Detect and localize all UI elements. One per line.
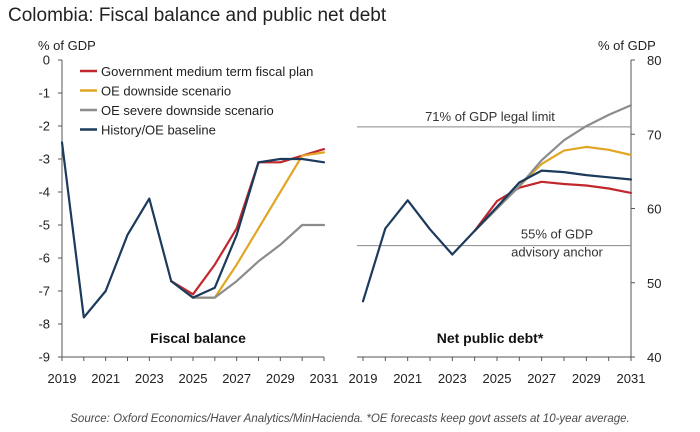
fiscal-series-history-line <box>60 141 326 319</box>
legend-label-government: Government medium term fiscal plan <box>101 64 313 79</box>
debt-x-tick-label: 2023 <box>438 371 467 386</box>
debt-y-tick-label: 80 <box>647 53 661 68</box>
fiscal-series-oe_severe-line <box>170 223 326 299</box>
fiscal-panel-title: Fiscal balance <box>150 330 246 346</box>
fiscal-x-tick-label: 2019 <box>48 371 77 386</box>
fiscal-x-tick-label: 2027 <box>222 371 251 386</box>
debt-x-tick-label: 2025 <box>483 371 512 386</box>
fiscal-y-axis-label: % of GDP <box>38 38 96 53</box>
fiscal-y-tick-label: 0 <box>43 53 50 68</box>
debt-x-tick-label: 2031 <box>617 371 646 386</box>
fiscal-y-tick-label: -7 <box>38 284 50 299</box>
debt-x-tick-label: 2019 <box>349 371 378 386</box>
legal-limit-label: 71% of GDP legal limit <box>425 109 555 124</box>
fiscal-y-tick-label: -8 <box>38 317 50 332</box>
legend-label-history: History/OE baseline <box>101 123 216 138</box>
chart-title: Colombia: Fiscal balance and public net … <box>8 5 387 26</box>
source-note: Source: Oxford Economics/Haver Analytics… <box>70 413 630 425</box>
debt-x-tick-label: 2027 <box>527 371 556 386</box>
fiscal-y-tick-label: -4 <box>38 185 50 200</box>
fiscal-y-tick-label: -5 <box>38 218 50 233</box>
legend-label-oe_severe: OE severe downside scenario <box>101 103 274 118</box>
fiscal-y-tick-label: -6 <box>38 251 50 266</box>
debt-series-government-line <box>473 180 633 232</box>
legend: Government medium term fiscal plan OE dow… <box>80 64 313 138</box>
fiscal-y-tick-label: -9 <box>38 350 50 365</box>
debt-x-tick-label: 2029 <box>572 371 601 386</box>
debt-series-oe_severe-line <box>473 104 633 232</box>
debt-y-tick-label: 70 <box>647 127 661 142</box>
debt-y-tick-label: 50 <box>647 276 661 291</box>
fiscal-y-tick-label: -1 <box>38 86 50 101</box>
fiscal-x-tick-label: 2025 <box>179 371 208 386</box>
advisory-anchor-label: 55% of GDP <box>521 227 593 242</box>
legend-label-oe_downside: OE downside scenario <box>101 84 231 99</box>
debt-x-tick-label: 2021 <box>393 371 422 386</box>
fiscal-y-tick-label: -2 <box>38 119 50 134</box>
debt-series-history-line <box>361 169 633 303</box>
fiscal-x-tick-label: 2031 <box>310 371 339 386</box>
debt-y-axis-label: % of GDP <box>598 38 656 53</box>
debt-panel-title: Net public debt* <box>437 330 544 346</box>
debt-y-tick-label: 60 <box>647 202 661 217</box>
fiscal-x-tick-label: 2021 <box>91 371 120 386</box>
debt-y-tick-label: 40 <box>647 350 661 365</box>
fiscal-x-tick-label: 2029 <box>266 371 295 386</box>
advisory-anchor-label-2: advisory anchor <box>511 245 603 260</box>
fiscal-y-tick-label: -3 <box>38 152 50 167</box>
fiscal-x-tick-label: 2023 <box>135 371 164 386</box>
